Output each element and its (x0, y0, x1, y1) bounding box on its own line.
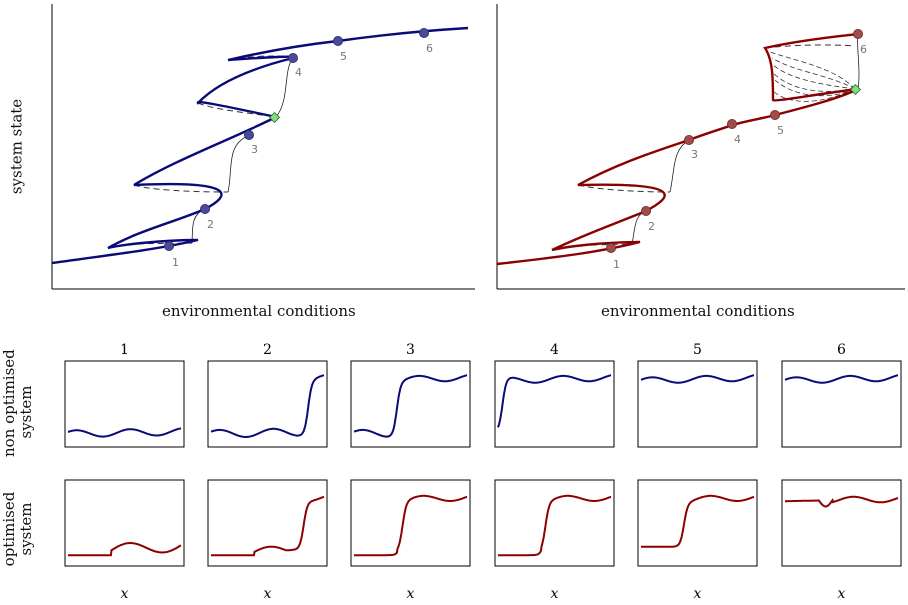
right-point-5 (770, 110, 781, 121)
non-optimised-panel-2 (207, 360, 328, 448)
right-point-4 (727, 119, 738, 130)
non-optimised-profile-6 (784, 374, 899, 384)
column-label-4: 4 (550, 342, 559, 358)
left-plot: 1 2 3 4 5 6 (51, 26, 469, 269)
x-axis-label-right: environmental conditions (601, 302, 795, 320)
left-point-6 (418, 27, 429, 38)
right-dashed-swirl (769, 51, 856, 102)
x-axis-label-left: environmental conditions (162, 302, 356, 320)
right-point-label-5: 5 (777, 124, 784, 137)
right-point-label-4: 4 (734, 133, 741, 146)
left-axes (51, 4, 475, 290)
left-point-label-4: 4 (295, 66, 302, 79)
right-plot: 1 2 3 4 5 6 (496, 28, 867, 271)
panel-x-label-6: x (838, 586, 846, 602)
non-optimised-profile-1 (67, 427, 182, 438)
right-point-label-6: 6 (860, 43, 867, 56)
left-series-curve (51, 26, 469, 265)
left-dashed-2 (133, 184, 229, 193)
column-label-2: 2 (263, 342, 272, 358)
optimised-panel-1 (64, 479, 185, 567)
optimised-profile-3 (354, 494, 468, 557)
column-label-5: 5 (693, 342, 702, 358)
optimised-profile-5 (641, 494, 755, 548)
left-point-4 (287, 53, 298, 64)
left-point-2 (199, 203, 210, 214)
left-point-1 (163, 240, 174, 251)
panel-x-label-1: x (121, 586, 129, 602)
left-green-diamond (268, 111, 281, 124)
right-point-6 (853, 28, 864, 39)
column-label-1: 1 (120, 342, 129, 358)
right-point-label-3: 3 (691, 148, 698, 161)
left-point-label-3: 3 (251, 143, 258, 156)
right-point-3 (684, 134, 695, 145)
right-jump-3 (857, 33, 860, 90)
right-point-label-1: 1 (613, 258, 620, 271)
optimised-panel-4 (494, 479, 615, 567)
right-point-1 (606, 242, 617, 253)
left-point-label-2: 2 (207, 218, 214, 231)
optimised-panel-5 (637, 479, 758, 567)
non-optimised-profile-2 (210, 374, 325, 438)
left-point-5 (332, 36, 343, 47)
optimised-profile-4 (498, 494, 612, 557)
panel-x-label-2: x (264, 586, 272, 602)
right-series-curve (496, 32, 859, 266)
optimised-profile-6 (785, 495, 899, 508)
right-point-2 (641, 205, 652, 216)
right-point-label-2: 2 (648, 220, 655, 233)
non-optimised-panel-5 (637, 360, 758, 448)
optimised-panel-6 (781, 479, 902, 567)
right-axes (496, 4, 905, 290)
column-label-6: 6 (837, 342, 846, 358)
left-point-label-5: 5 (340, 50, 347, 63)
optimised-panel-2 (207, 479, 328, 567)
non-optimised-panel-6 (781, 360, 902, 448)
optimised-profile-1 (68, 542, 182, 557)
panel-x-label-3: x (407, 586, 415, 602)
optimised-profile-2 (211, 495, 325, 557)
non-optimised-panel-4 (494, 360, 615, 448)
non-optimised-panel-3 (350, 360, 471, 448)
left-point-3 (243, 129, 254, 140)
right-dashed-2 (577, 184, 671, 193)
column-label-3: 3 (406, 342, 415, 358)
left-point-label-1: 1 (172, 256, 179, 269)
non-optimised-profile-4 (497, 374, 612, 428)
right-dashed-3 (764, 44, 856, 49)
non-optimised-panel-1 (64, 360, 185, 448)
non-optimised-profile-3 (353, 374, 468, 438)
optimised-panel-3 (350, 479, 471, 567)
panel-x-label-4: x (551, 586, 559, 602)
left-jump-3 (275, 57, 294, 118)
right-jump-2 (669, 139, 690, 193)
left-point-label-6: 6 (426, 42, 433, 55)
small-panels: 1 x 2 x 3 x 4 x 5 x 6 x (64, 342, 902, 602)
right-green-diamond (849, 83, 862, 96)
non-optimised-profile-5 (640, 374, 755, 384)
panel-x-label-5: x (694, 586, 702, 602)
left-jump-2 (227, 135, 249, 193)
right-dashed-1 (551, 243, 633, 251)
